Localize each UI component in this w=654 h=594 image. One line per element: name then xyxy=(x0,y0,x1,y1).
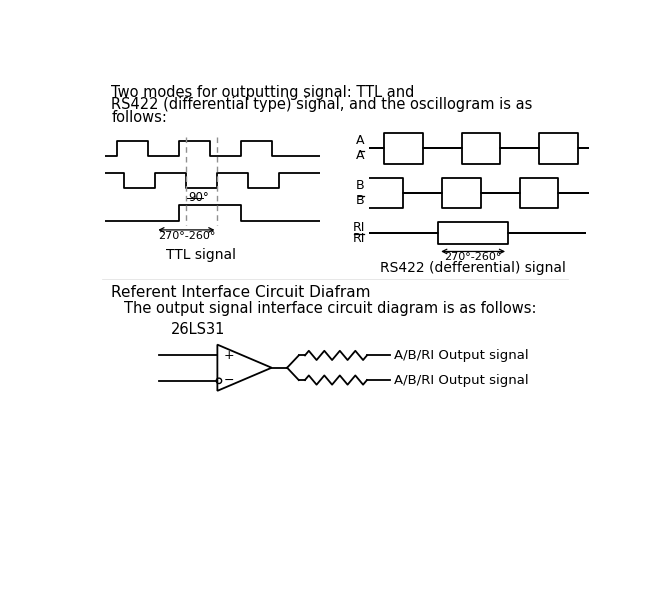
Text: Two modes for outputting signal: TTL and: Two modes for outputting signal: TTL and xyxy=(111,85,415,100)
Text: A/B/RI Output signal: A/B/RI Output signal xyxy=(394,349,528,362)
Text: A: A xyxy=(356,134,365,147)
Text: +: + xyxy=(224,349,234,362)
Text: follows:: follows: xyxy=(111,110,167,125)
Text: RS422 (defferential) signal: RS422 (defferential) signal xyxy=(380,261,566,276)
Text: The output signal interface circuit diagram is as follows:: The output signal interface circuit diag… xyxy=(124,301,537,316)
Text: TTL signal: TTL signal xyxy=(166,248,236,263)
Text: RS422 (differential type) signal, and the oscillogram is as: RS422 (differential type) signal, and th… xyxy=(111,97,532,112)
Text: A/B/RI Output signal: A/B/RI Output signal xyxy=(394,374,528,387)
Text: A: A xyxy=(356,150,365,163)
Text: 26LS31: 26LS31 xyxy=(171,323,225,337)
Text: 270°-260°: 270°-260° xyxy=(445,252,502,262)
Text: B: B xyxy=(356,179,365,192)
Text: 90°: 90° xyxy=(188,191,209,204)
Text: Referent Interface Circuit Diafram: Referent Interface Circuit Diafram xyxy=(111,285,371,301)
Text: 270°-260°: 270°-260° xyxy=(158,230,215,241)
Text: RI: RI xyxy=(353,221,365,234)
Text: B: B xyxy=(356,194,365,207)
Text: RI: RI xyxy=(353,232,365,245)
Text: −: − xyxy=(224,374,234,387)
